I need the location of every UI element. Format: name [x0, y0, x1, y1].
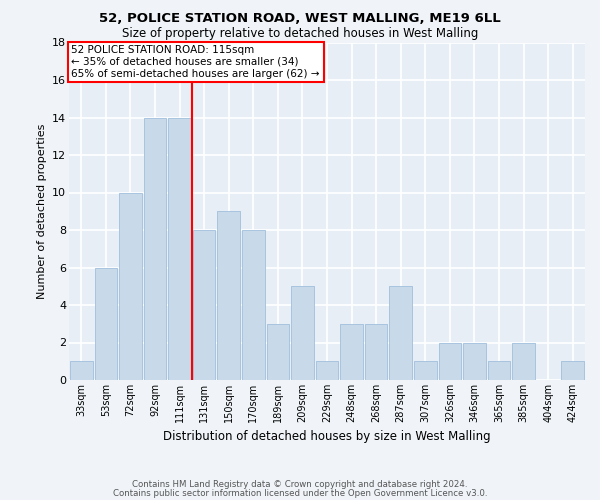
Bar	[463, 342, 486, 380]
Bar	[414, 361, 437, 380]
Bar	[217, 211, 240, 380]
Bar	[70, 361, 92, 380]
Text: 52 POLICE STATION ROAD: 115sqm
← 35% of detached houses are smaller (34)
65% of : 52 POLICE STATION ROAD: 115sqm ← 35% of …	[71, 46, 320, 78]
Text: Contains public sector information licensed under the Open Government Licence v3: Contains public sector information licen…	[113, 489, 487, 498]
Bar	[389, 286, 412, 380]
Bar	[439, 342, 461, 380]
Text: 52, POLICE STATION ROAD, WEST MALLING, ME19 6LL: 52, POLICE STATION ROAD, WEST MALLING, M…	[99, 12, 501, 26]
Bar	[488, 361, 511, 380]
Bar	[143, 118, 166, 380]
Bar	[95, 268, 117, 380]
Text: Size of property relative to detached houses in West Malling: Size of property relative to detached ho…	[122, 28, 478, 40]
Y-axis label: Number of detached properties: Number of detached properties	[37, 124, 47, 299]
Bar	[266, 324, 289, 380]
Text: Contains HM Land Registry data © Crown copyright and database right 2024.: Contains HM Land Registry data © Crown c…	[132, 480, 468, 489]
Bar	[242, 230, 265, 380]
Bar	[291, 286, 314, 380]
Bar	[562, 361, 584, 380]
Bar	[512, 342, 535, 380]
Bar	[119, 192, 142, 380]
Bar	[340, 324, 363, 380]
Bar	[316, 361, 338, 380]
Bar	[365, 324, 388, 380]
Bar	[193, 230, 215, 380]
Bar	[168, 118, 191, 380]
X-axis label: Distribution of detached houses by size in West Malling: Distribution of detached houses by size …	[163, 430, 491, 444]
